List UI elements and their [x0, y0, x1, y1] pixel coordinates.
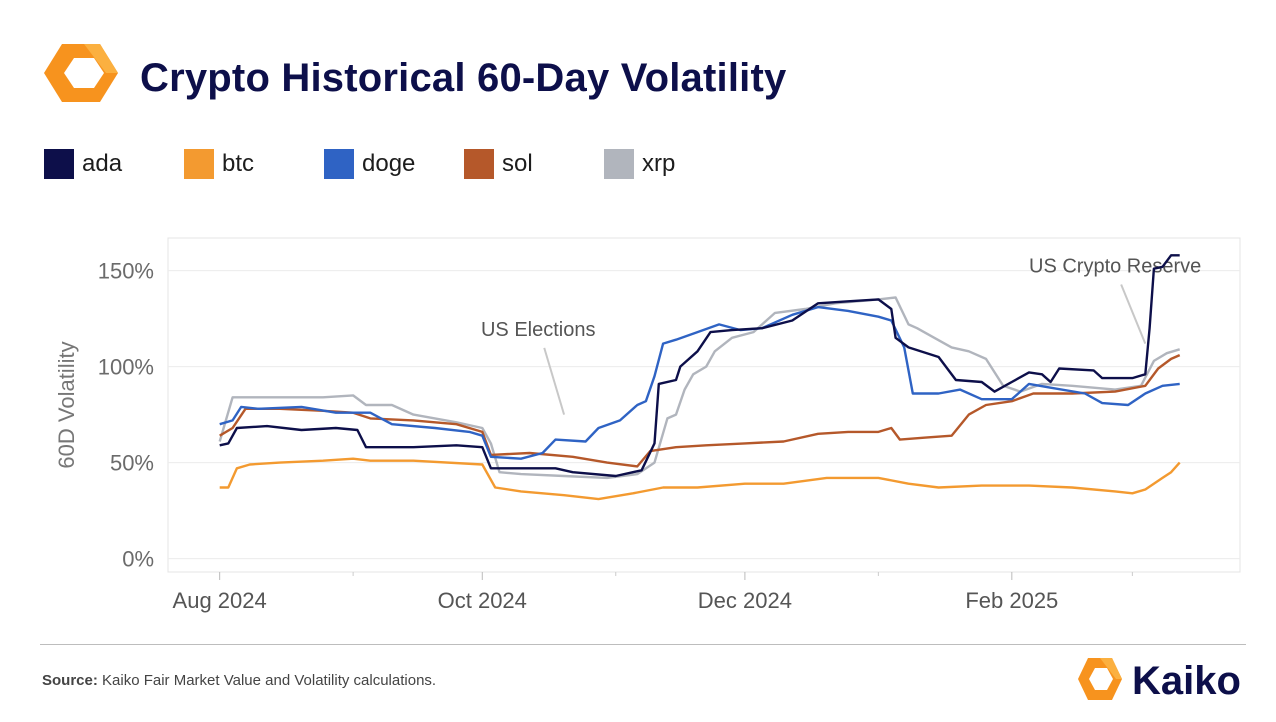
- chart-title: Crypto Historical 60-Day Volatility: [140, 56, 787, 100]
- legend-item-ada[interactable]: ada: [44, 146, 122, 182]
- y-axis-label: 60D Volatility: [54, 341, 79, 468]
- legend-swatch-ada: [44, 149, 74, 179]
- x-tick-label: Feb 2025: [965, 588, 1058, 613]
- annotation-label: US Elections: [481, 319, 596, 341]
- legend-label-btc: btc: [222, 150, 255, 177]
- legend-swatch-btc: [184, 149, 214, 179]
- x-tick-label: Aug 2024: [173, 588, 267, 613]
- legend-swatch-doge: [324, 149, 354, 179]
- legend-swatch-xrp: [604, 149, 634, 179]
- kaiko-logo-icon: [44, 44, 118, 102]
- series-line-sol: [219, 354, 1181, 468]
- x-tick-label: Dec 2024: [698, 588, 792, 613]
- plot-area: [167, 237, 1241, 573]
- legend-item-xrp[interactable]: xrp: [604, 146, 675, 182]
- legend-item-btc[interactable]: btc: [184, 146, 254, 182]
- y-tick-label: 100%: [98, 355, 154, 380]
- volatility-chart: 0% 50% 100% 150% Aug 2024 Oct 2024 Dec 2024 Feb…: [54, 237, 1241, 613]
- series-line-xrp: [218, 296, 1181, 480]
- legend-item-sol[interactable]: sol: [464, 146, 533, 182]
- footer-divider: [40, 644, 1246, 645]
- annotation-label: US Crypto Reserve: [1029, 256, 1201, 278]
- source-note: Source: Kaiko Fair Market Value and Vola…: [42, 672, 436, 689]
- y-tick-label: 150%: [98, 259, 154, 284]
- legend-item-doge[interactable]: doge: [324, 146, 415, 182]
- annotation-arrow: [543, 347, 566, 415]
- brand-name: Kaiko: [1132, 659, 1241, 703]
- source-text: Kaiko Fair Market Value and Volatility c…: [97, 672, 437, 689]
- annotation-arrow: [1120, 284, 1147, 344]
- y-tick-label: 50%: [110, 451, 154, 476]
- source-label: Source:: [42, 672, 98, 689]
- legend-label-xrp: xrp: [642, 150, 676, 177]
- series-line-btc: [219, 457, 1181, 501]
- legend-swatch-sol: [464, 149, 494, 179]
- kaiko-brand-icon: [1078, 658, 1122, 700]
- legend-label-doge: doge: [362, 150, 416, 177]
- series-line-ada: [219, 254, 1180, 478]
- x-tick-label: Oct 2024: [438, 588, 527, 613]
- legend-label-ada: ada: [82, 150, 123, 177]
- kaiko-brand: Kaiko: [1078, 658, 1241, 703]
- y-tick-label: 0%: [122, 547, 154, 572]
- legend-label-sol: sol: [502, 150, 533, 177]
- series-line-doge: [219, 305, 1180, 460]
